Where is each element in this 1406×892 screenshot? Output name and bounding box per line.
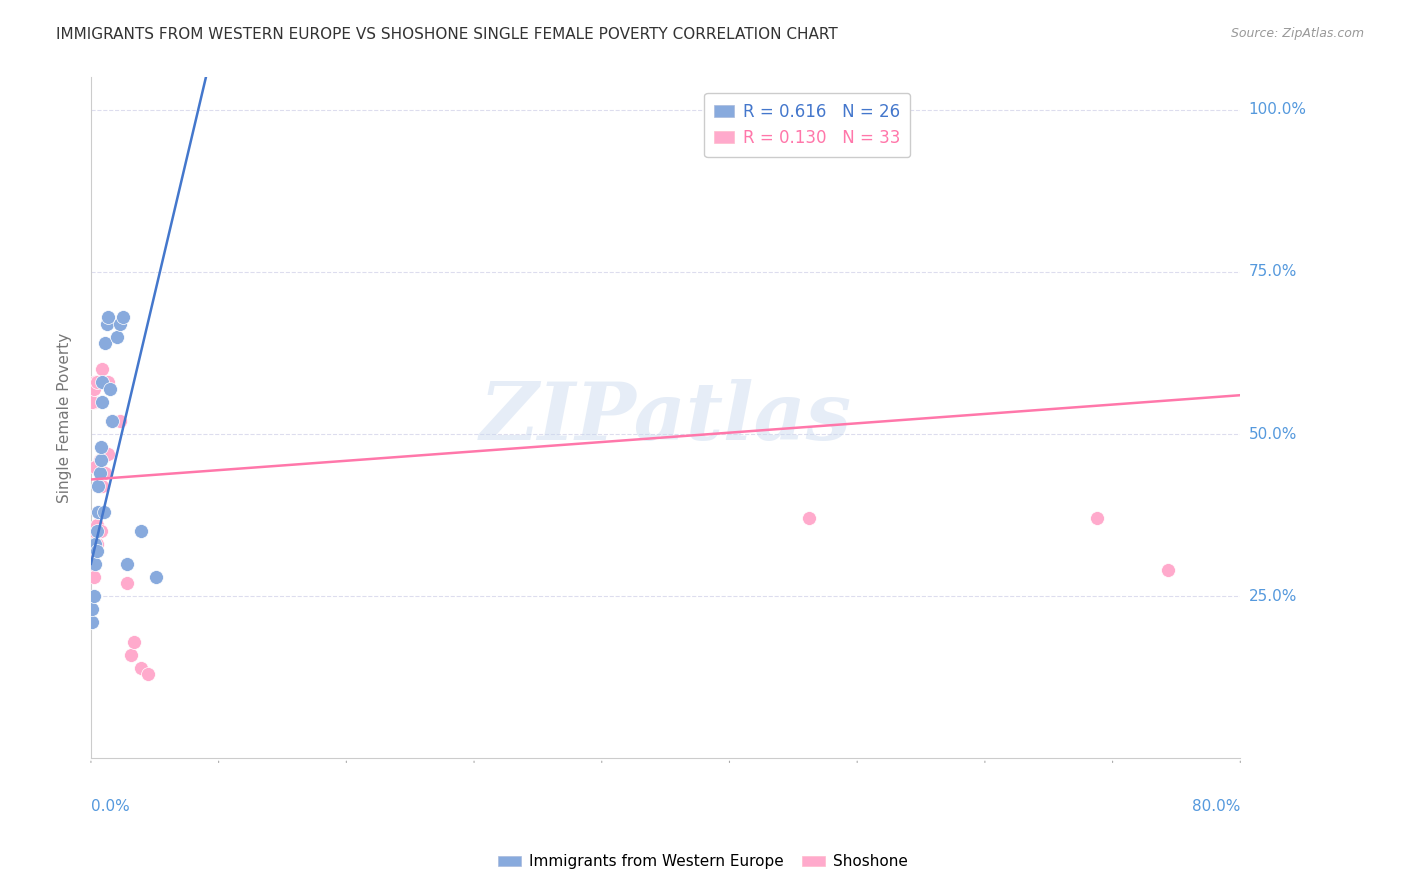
Text: 50.0%: 50.0% [1249,426,1296,442]
Point [86,544,108,558]
Legend: R = 0.616   N = 26, R = 0.130   N = 33: R = 0.616 N = 26, R = 0.130 N = 33 [704,93,910,157]
Point [86,376,108,390]
Point [82,602,104,616]
Point [90,440,112,454]
Point [83,394,105,409]
Point [94,466,117,480]
Text: 100.0%: 100.0% [1249,103,1306,118]
Point [122,634,145,648]
Point [91,362,114,376]
Point [101,414,124,428]
Point [91,394,114,409]
Point [82,615,104,629]
Point [91,479,114,493]
Point [82,394,104,409]
Point [111,310,134,325]
Point [84,537,107,551]
Point [145,570,167,584]
Point [89,453,111,467]
Text: 25.0%: 25.0% [1249,589,1296,604]
Point [96,317,118,331]
Point [83,589,105,603]
Text: ZIPatlas: ZIPatlas [479,379,852,457]
Point [94,336,117,351]
Point [86,537,108,551]
Point [83,382,105,396]
Point [86,517,108,532]
Point [83,524,105,539]
Point [129,524,152,539]
Point [89,466,111,480]
Point [115,557,138,571]
Point [87,479,110,493]
Point [129,660,152,674]
Text: 0.0%: 0.0% [91,799,129,814]
Text: 80.0%: 80.0% [1192,799,1240,814]
Point [97,310,120,325]
Point [108,317,131,331]
Point [87,505,110,519]
Text: IMMIGRANTS FROM WESTERN EUROPE VS SHOSHONE SINGLE FEMALE POVERTY CORRELATION CHA: IMMIGRANTS FROM WESTERN EUROPE VS SHOSHO… [56,27,838,42]
Text: 75.0%: 75.0% [1249,265,1296,279]
Text: Source: ZipAtlas.com: Source: ZipAtlas.com [1230,27,1364,40]
Point [97,446,120,460]
Point [89,466,111,480]
Point [101,414,124,428]
Point [1085,511,1108,525]
Point [87,505,110,519]
Legend: Immigrants from Western Europe, Shoshone: Immigrants from Western Europe, Shoshone [492,848,914,875]
Point [799,511,821,525]
Point [90,453,112,467]
Point [91,376,114,390]
Point [115,576,138,591]
Point [90,524,112,539]
Point [84,376,107,390]
Point [97,376,120,390]
Point [1157,563,1180,577]
Point [84,557,107,571]
Point [120,648,142,662]
Y-axis label: Single Female Poverty: Single Female Poverty [58,333,72,503]
Point [83,570,105,584]
Point [138,667,160,681]
Point [87,479,110,493]
Point [84,544,107,558]
Point [86,524,108,539]
Point [82,544,104,558]
Point [82,557,104,571]
Point [108,414,131,428]
Point [98,382,121,396]
Point [93,505,115,519]
Point [84,459,107,474]
Point [105,330,128,344]
